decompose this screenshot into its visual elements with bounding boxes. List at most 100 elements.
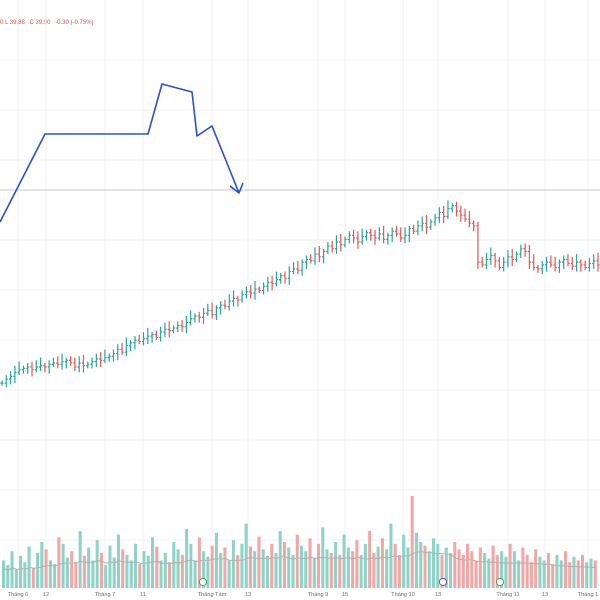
volume-bar — [308, 538, 312, 588]
volume-bar — [176, 549, 180, 588]
volume-bar — [355, 540, 359, 588]
x-axis-tick-label: Tháng Tám — [198, 592, 227, 598]
volume-bar — [346, 547, 350, 588]
event-marker-icon[interactable] — [438, 577, 448, 587]
volume-bar — [312, 558, 316, 588]
volume-bar — [444, 547, 448, 588]
volume-bar — [585, 562, 589, 588]
ohlc-legend: 0 L 39.88 C 39.90 -0.30 (-0.75%) — [0, 20, 97, 26]
volume-bar — [546, 553, 550, 588]
event-marker-icon[interactable] — [495, 577, 505, 587]
volume-moving-average — [3, 551, 596, 571]
volume-bar — [317, 543, 321, 588]
volume-bar — [142, 551, 146, 588]
volume-bar — [508, 543, 512, 588]
volume-bar — [244, 523, 248, 588]
volume-bar — [40, 542, 44, 588]
legend-low: 0 L 39.88 — [0, 20, 25, 26]
volume-bar — [219, 553, 223, 588]
volume-bar — [419, 542, 423, 588]
volume-bar — [470, 551, 474, 588]
volume-bar — [227, 560, 231, 588]
volume-bar — [487, 558, 491, 588]
volume-bar — [423, 545, 427, 588]
volume-bar — [163, 553, 167, 588]
volume-bar — [483, 553, 487, 588]
x-axis-tick-label: Tháng 11 — [496, 592, 519, 598]
volume-bar — [6, 565, 10, 588]
volume-bar — [95, 540, 99, 588]
volume-bar — [155, 546, 159, 588]
volume-bar — [14, 569, 18, 588]
volume-bar — [193, 560, 197, 588]
volume-bar — [70, 551, 74, 588]
drawn-projection-path[interactable] — [0, 83, 240, 223]
x-axis-tick-label: 13 — [542, 592, 548, 598]
x-axis-tick-label: 15 — [342, 592, 348, 598]
x-axis-tick-label: Tháng 1 — [578, 592, 599, 598]
volume-bar — [453, 542, 457, 588]
volume-bar — [159, 560, 163, 588]
volume-bar — [44, 549, 48, 588]
volume-bar — [291, 554, 295, 588]
volume-bar — [521, 547, 525, 588]
volume-bar — [406, 547, 410, 588]
volume-bar — [393, 543, 397, 588]
volume-bar — [410, 496, 414, 588]
volume-bar — [427, 551, 431, 588]
volume-bar — [500, 551, 504, 588]
volume-bar — [210, 545, 214, 588]
volume-bar — [576, 560, 580, 588]
volume-bar — [542, 560, 546, 588]
volume-bar — [478, 547, 482, 588]
volume-bar — [261, 549, 265, 588]
volume-bar — [231, 540, 235, 588]
volume-bar — [389, 523, 393, 588]
volume-bar — [359, 554, 363, 588]
volume-bar — [125, 554, 129, 588]
volume-bar — [491, 545, 495, 588]
volume-bar — [108, 545, 112, 588]
volume-bar — [87, 547, 91, 588]
x-axis-tick-label: 13 — [245, 592, 251, 598]
volume-bar — [112, 557, 116, 588]
volume-bar — [172, 542, 176, 588]
volume-bar — [10, 551, 14, 588]
volume-bar — [593, 560, 597, 588]
volume-bar — [568, 562, 572, 588]
x-axis-tick-label: Tháng 7 — [95, 592, 116, 598]
volume-bar — [580, 554, 585, 588]
volume-bar — [206, 556, 210, 588]
volume-bar — [146, 555, 150, 588]
volume-bar — [368, 530, 372, 588]
volume-bar — [380, 538, 384, 588]
volume-bar — [559, 560, 563, 588]
volume-bar — [525, 554, 529, 588]
volume-bar — [278, 530, 282, 588]
volume-bar — [529, 562, 533, 588]
volume-bar — [189, 543, 193, 588]
volume-bar — [282, 542, 287, 588]
volume-bar — [325, 549, 329, 588]
volume-bar — [104, 565, 108, 588]
volume-bar — [99, 553, 103, 588]
volume-bar — [385, 549, 389, 588]
volume-bar — [304, 551, 308, 588]
volume-bar — [61, 543, 65, 588]
volume-bar — [534, 549, 538, 588]
volume-bar — [168, 562, 172, 588]
volume-bar — [466, 543, 470, 588]
volume-bar — [334, 542, 338, 588]
volume-bar — [270, 543, 274, 588]
volume-bar — [295, 534, 299, 588]
event-marker-icon[interactable] — [198, 577, 208, 587]
volume-bar — [440, 554, 444, 588]
volume-bar — [129, 560, 133, 588]
volume-bar — [512, 551, 516, 588]
volume-bar — [474, 560, 478, 588]
volume-bar — [253, 551, 257, 588]
volume-bar — [538, 556, 542, 588]
volume-bar — [82, 555, 86, 588]
